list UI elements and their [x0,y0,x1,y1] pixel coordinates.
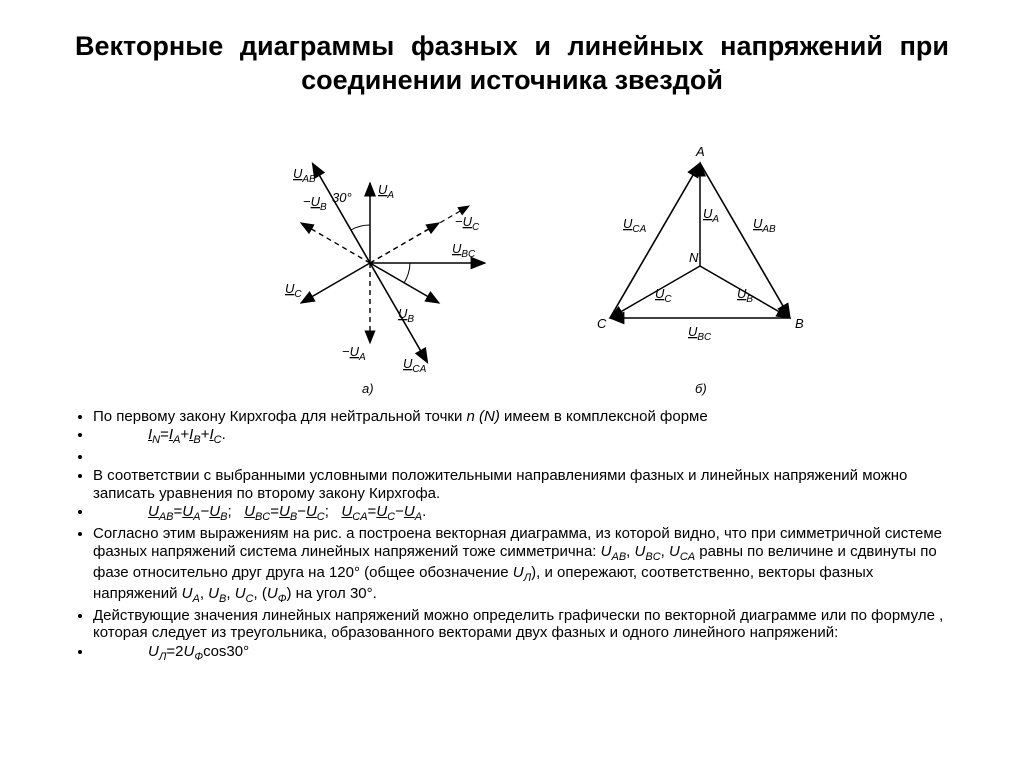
list-item: UAB=UA−UB; UBC=UB−UC; UCA=UC−UA. [93,503,959,524]
svg-text:N: N [689,250,699,265]
svg-text:UAB: UAB [753,216,776,235]
list-item: IN=IA+IB+IC. [93,426,959,447]
bullet-list: По первому закону Кирхгофа для нейтральн… [65,408,959,665]
diagram-a-sublabel: а) [362,381,374,396]
svg-text:UB: UB [737,286,753,305]
svg-text:UCA: UCA [623,216,647,235]
svg-text:A: A [695,144,705,159]
diagram-a: UA UAB 30° −UB UBC −UC UB UC −UA UCA а) [200,118,535,398]
svg-text:UBC: UBC [452,241,476,260]
list-item: UЛ=2UФcos30° [93,643,959,664]
figure-row: UA UAB 30° −UB UBC −UC UB UC −UA UCA а) [65,118,959,398]
list-item: Действующие значения линейных напряжений… [93,607,959,642]
svg-text:UCA: UCA [403,356,427,375]
list-item: В соответствии с выбранными условными по… [93,467,959,502]
svg-text:−UB: −UB [303,194,327,213]
svg-text:−UA: −UA [342,344,366,363]
list-item [93,448,959,466]
diagram-b-sublabel: б) [695,381,707,396]
svg-text:UC: UC [655,286,672,305]
svg-text:B: B [795,316,804,331]
svg-text:UAB: UAB [293,166,316,185]
svg-text:UC: UC [285,281,302,300]
svg-text:C: C [597,316,607,331]
page-title: Векторные диаграммы фазных и линейных на… [65,30,959,98]
svg-text:UB: UB [398,306,414,325]
list-item: По первому закону Кирхгофа для нейтральн… [93,408,959,426]
svg-text:UA: UA [703,206,719,225]
list-item: Согласно этим выражениям на рис. а постр… [93,525,959,606]
svg-text:−UC: −UC [455,214,480,233]
svg-text:UBC: UBC [688,324,712,343]
svg-text:UA: UA [378,182,394,201]
diagram-b: A B C N UA UB UC UAB UBC UCA б) [575,118,825,398]
svg-text:30°: 30° [332,190,352,205]
